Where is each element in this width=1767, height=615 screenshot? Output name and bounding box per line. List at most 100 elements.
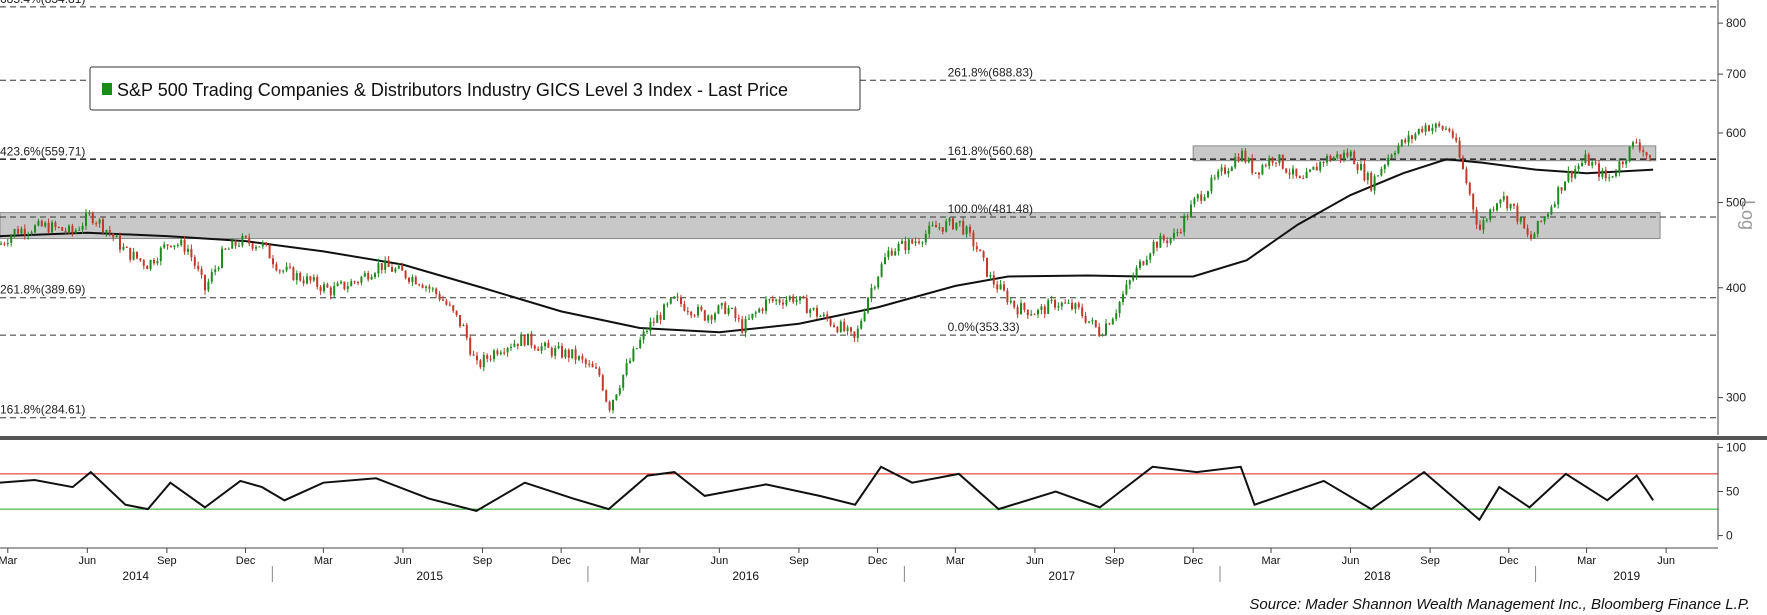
candle-body: [306, 276, 308, 284]
fib-label: 685.4%(834.81): [0, 0, 85, 6]
candle-body: [278, 270, 281, 272]
candle-body: [37, 220, 40, 226]
candle-body: [690, 311, 693, 316]
candle-body: [98, 219, 101, 224]
candle-body: [1315, 166, 1318, 171]
candle-body: [360, 276, 363, 283]
candle-body: [996, 284, 999, 290]
candle-body: [363, 273, 366, 277]
candle-body: [1615, 172, 1617, 177]
candle-body: [887, 250, 890, 258]
candle-body: [418, 284, 421, 286]
year-label: 2018: [1364, 569, 1391, 583]
candle-body: [1203, 197, 1206, 201]
x-tick-label: Sep: [1420, 555, 1440, 567]
candle-body: [462, 324, 465, 327]
candle-body: [1462, 157, 1464, 170]
candle-body: [1329, 155, 1332, 161]
candle-body: [894, 251, 897, 256]
candle-body: [727, 308, 730, 314]
candle-body: [1190, 204, 1192, 218]
candle-body: [1118, 301, 1121, 314]
candle-body: [860, 320, 863, 329]
candle-body: [1302, 178, 1305, 180]
candle-body: [1407, 135, 1410, 143]
x-tick-label: Sep: [789, 555, 809, 567]
candle-body: [632, 348, 635, 361]
candle-body: [1642, 150, 1645, 153]
candle-body: [1278, 154, 1281, 164]
candle-body: [251, 243, 254, 249]
candle-body: [527, 333, 529, 346]
candle-body: [1598, 163, 1600, 177]
candle-body: [799, 296, 801, 301]
candle-body: [1621, 161, 1624, 165]
candle-body: [571, 349, 574, 358]
candle-body: [197, 265, 200, 270]
candle-body: [221, 248, 223, 268]
candle-body: [1128, 280, 1131, 285]
candle-body: [1587, 154, 1590, 166]
candle-body: [962, 220, 965, 235]
candle-body: [1125, 284, 1128, 295]
candle-body: [547, 342, 550, 348]
x-tick-label: Mar: [1262, 555, 1281, 567]
candle-body: [734, 308, 737, 319]
candle-body: [1377, 175, 1379, 177]
candle-body: [965, 226, 968, 235]
candle-body: [102, 219, 104, 233]
candle-body: [1135, 267, 1138, 277]
candle-body: [663, 304, 665, 320]
candle-body: [775, 299, 778, 302]
candle-body: [625, 363, 628, 375]
candle-body: [897, 243, 900, 252]
candle-body: [401, 265, 404, 271]
candle-body: [1111, 318, 1114, 325]
candle-body: [445, 300, 448, 305]
candle-body: [176, 244, 179, 246]
candle-body: [717, 305, 720, 314]
candle-body: [1258, 172, 1260, 175]
x-tick-label: Sep: [473, 555, 493, 567]
x-tick-label: Jun: [1026, 555, 1044, 567]
candle-body: [455, 310, 458, 316]
candle-body: [1577, 165, 1580, 170]
candle-body: [27, 233, 30, 236]
candle-body: [1489, 209, 1492, 220]
candle-body: [646, 331, 648, 333]
candle-body: [238, 245, 240, 247]
candle-body: [1074, 303, 1077, 310]
candle-body: [1285, 168, 1288, 173]
candle-body: [1383, 164, 1386, 169]
candle-body: [1509, 203, 1512, 209]
candle-body: [173, 245, 176, 247]
candle-body: [1564, 181, 1566, 191]
candle-body: [17, 229, 19, 234]
candle-body: [1468, 182, 1471, 194]
candle-body: [227, 248, 230, 250]
fib-label: 161.8%(560.68): [948, 144, 1033, 158]
candle-body: [125, 246, 128, 248]
candle-body: [1496, 203, 1498, 211]
candle-body: [57, 227, 60, 229]
candle-body: [1098, 326, 1101, 336]
candle-body: [357, 281, 359, 283]
candle-body: [1108, 323, 1111, 325]
candle-body: [931, 225, 934, 227]
legend-swatch: [102, 83, 112, 95]
candle-body: [193, 257, 196, 266]
candle-body: [992, 275, 995, 285]
candle-body: [805, 298, 808, 314]
candle-body: [819, 316, 822, 318]
candle-body: [1084, 316, 1087, 323]
candle-body: [751, 313, 754, 319]
candle-body: [1288, 172, 1291, 175]
candle-body: [642, 331, 645, 340]
candle-body: [952, 218, 954, 230]
candle-body: [91, 213, 94, 224]
candle-body: [1234, 156, 1237, 168]
candle-body: [1115, 313, 1118, 319]
candle-body: [153, 260, 155, 264]
candle-body: [778, 299, 781, 303]
candle-body: [1322, 162, 1325, 164]
